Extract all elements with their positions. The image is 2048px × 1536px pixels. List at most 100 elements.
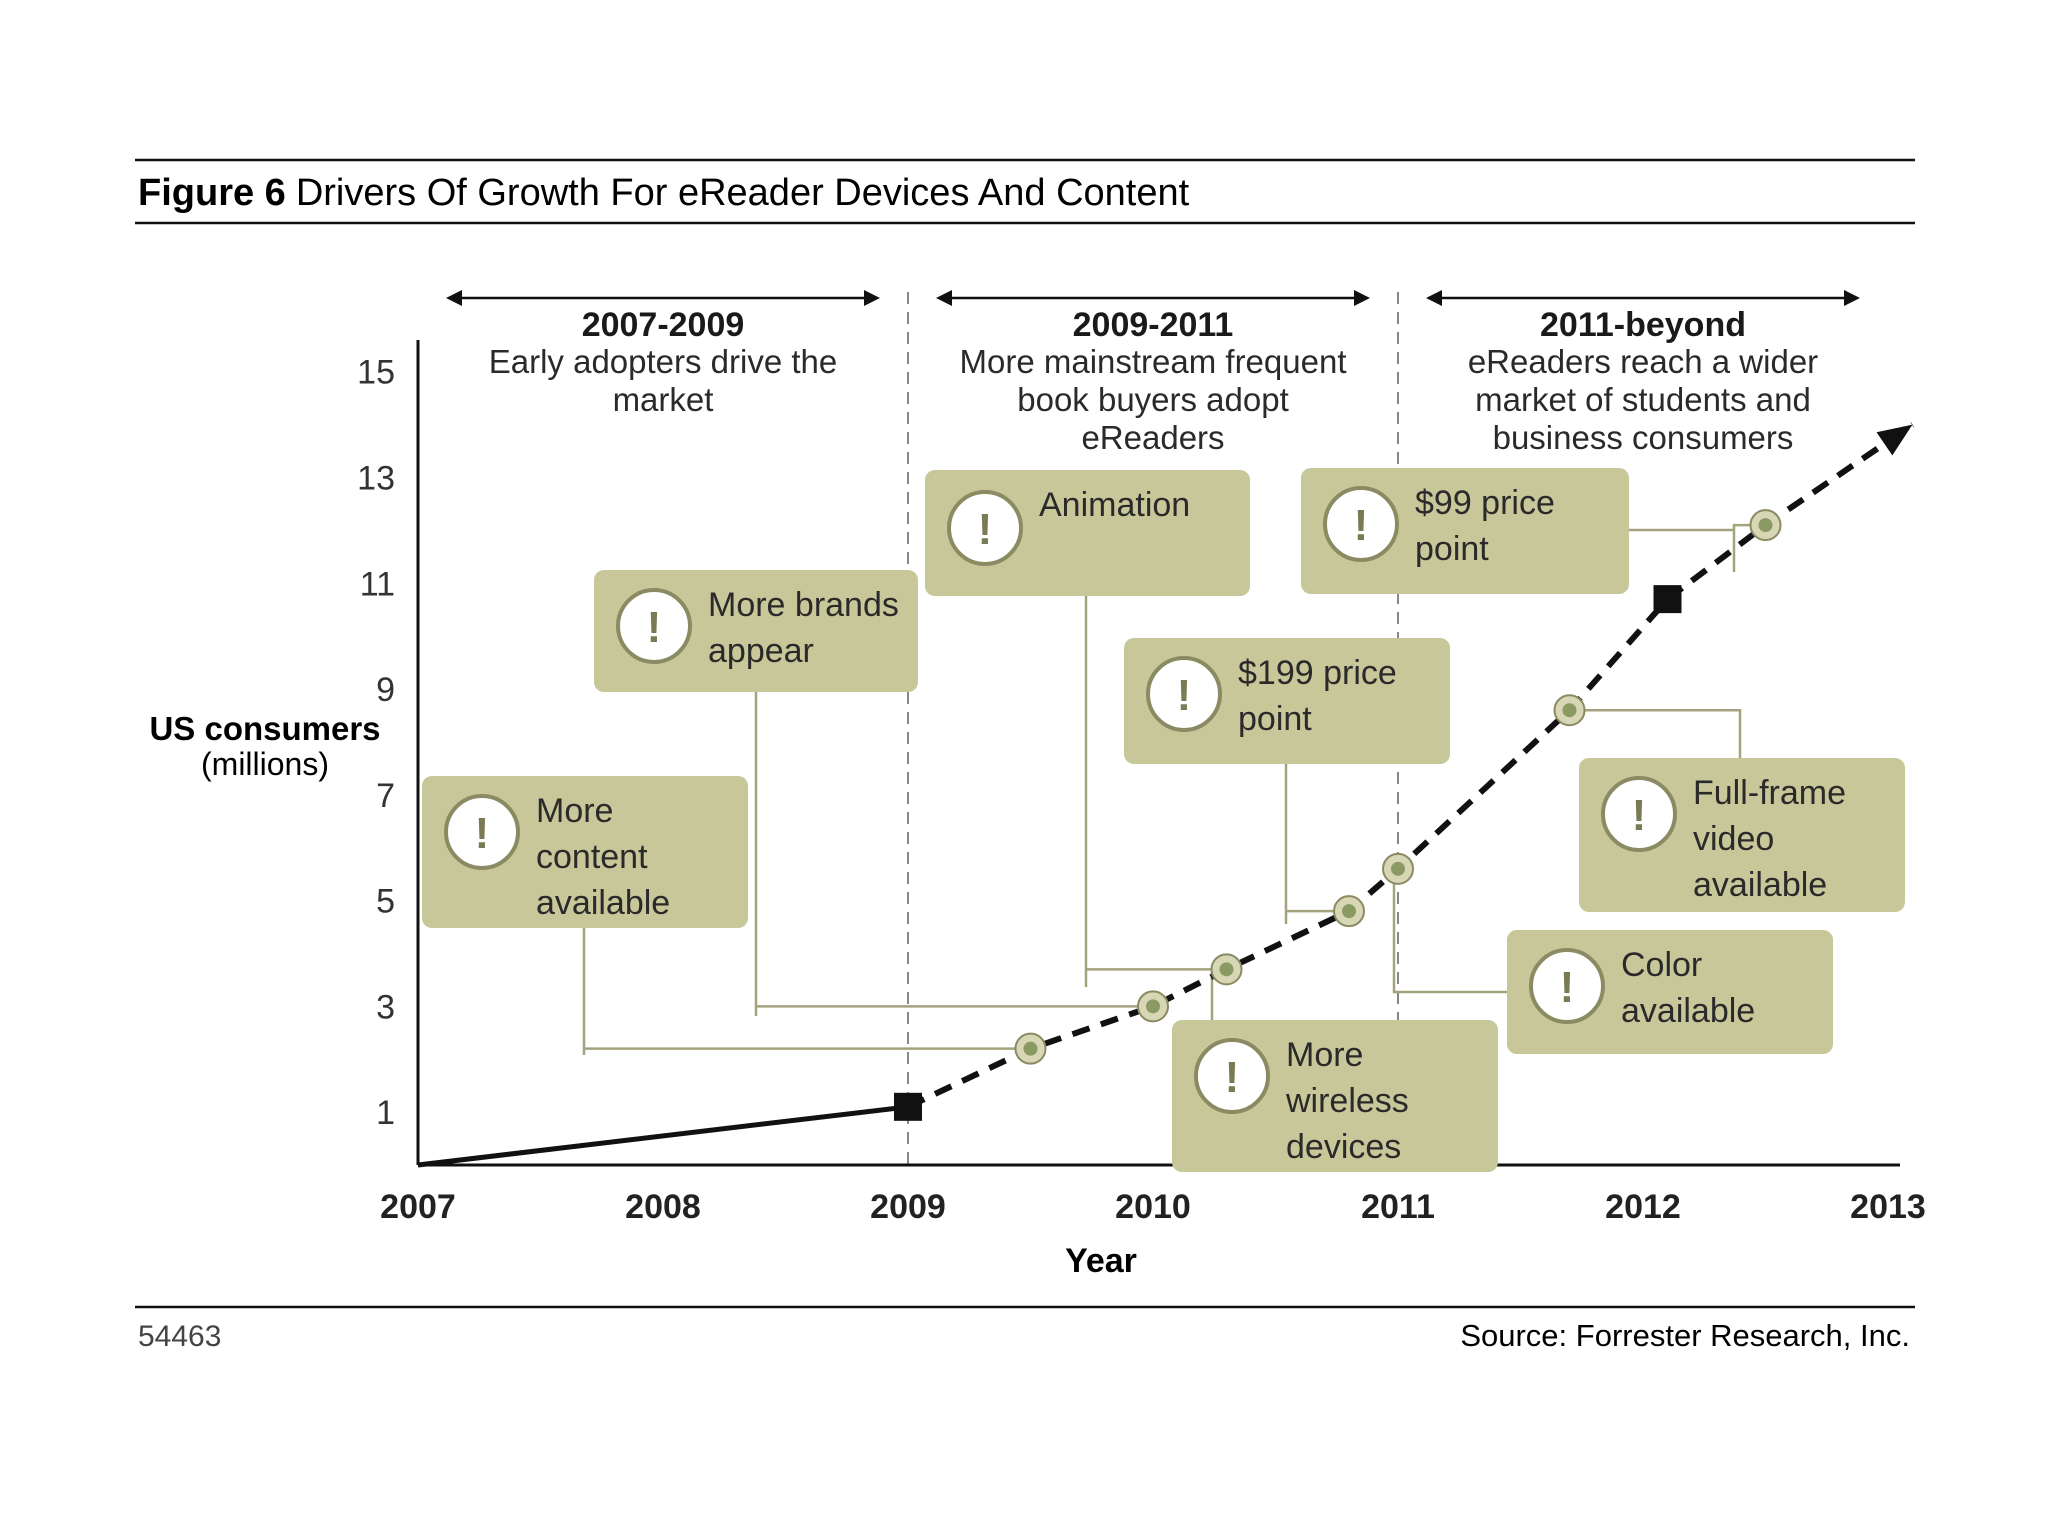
y-tick-label: 9 — [376, 671, 395, 709]
data-point-marker-core — [1023, 1041, 1038, 1056]
x-tick-label: 2009 — [870, 1188, 946, 1226]
figure-title-text: Drivers Of Growth For eReader Devices An… — [296, 172, 1190, 214]
annotation-label: available — [536, 884, 670, 922]
y-tick-label: 5 — [376, 883, 395, 921]
figure-label: Figure 6 — [138, 172, 286, 214]
figure-title: Figure 6 Drivers Of Growth For eReader De… — [138, 172, 1190, 214]
arrowhead-right-icon — [1844, 290, 1860, 306]
y-tick-label: 3 — [376, 988, 395, 1026]
data-point-marker-core — [1342, 904, 1356, 919]
annotation-label: available — [1621, 992, 1755, 1030]
source-note: Source: Forrester Research, Inc. — [1460, 1318, 1910, 1353]
exclamation-mark-icon: ! — [1225, 1053, 1240, 1102]
forecast-arrowhead-icon — [1876, 424, 1913, 456]
annotation-leader-line — [1569, 708, 1742, 758]
annotation-leader-line — [1284, 764, 1349, 924]
x-tick-label: 2011 — [1361, 1188, 1435, 1226]
data-point-marker-core — [1391, 861, 1405, 876]
y-tick-label: 13 — [357, 460, 395, 498]
annotation-label: Color — [1621, 946, 1702, 984]
period-description: business consumers — [1493, 419, 1794, 456]
data-point-marker-core — [1562, 703, 1577, 718]
y-tick-label: 11 — [360, 565, 395, 603]
x-tick-label: 2013 — [1850, 1188, 1926, 1226]
data-point-marker-core — [1219, 962, 1234, 977]
data-point-marker-core — [1146, 999, 1160, 1014]
x-axis-title: Year — [1065, 1242, 1137, 1280]
annotation-label: Animation — [1039, 486, 1190, 524]
y-tick-label: 15 — [357, 354, 395, 392]
exclamation-icon — [616, 588, 692, 664]
exclamation-mark-icon: ! — [978, 505, 993, 554]
arrowhead-left-icon — [936, 290, 952, 306]
series-markers — [894, 509, 1782, 1121]
arrowhead-right-icon — [864, 290, 880, 306]
exclamation-mark-icon: ! — [1560, 963, 1575, 1012]
annotation-callout: ! Full-frame video available — [1579, 758, 1905, 912]
period-years: 2009-2011 — [1073, 306, 1234, 344]
period-description: eReaders reach a wider — [1468, 343, 1818, 380]
annotation-label: point — [1238, 700, 1312, 738]
y-axis-title: US consumers — [149, 710, 380, 747]
period-description: Early adopters drive the — [489, 343, 838, 380]
period-description: market — [613, 381, 714, 418]
annotation-label: wireless — [1285, 1082, 1409, 1120]
annotation-label: $99 price — [1415, 484, 1555, 522]
annotation-boxes: ! More content available! More brands appear!… — [422, 468, 1905, 1172]
square-marker — [894, 1092, 922, 1121]
exclamation-icon — [1194, 1038, 1270, 1114]
annotation-callout: ! More brands appear — [594, 570, 918, 692]
annotation-label: available — [1693, 866, 1827, 904]
arrowhead-right-icon — [1354, 290, 1370, 306]
exclamation-icon — [947, 490, 1023, 566]
series-lines — [417, 422, 1915, 1168]
annotation-leader-line — [1084, 596, 1227, 987]
y-tick-label: 1 — [376, 1094, 395, 1132]
annotation-callout: ! $99 price point — [1301, 468, 1629, 594]
period-description: book buyers adopt — [1017, 381, 1289, 418]
annotation-label: devices — [1286, 1128, 1401, 1166]
annotation-label: video — [1693, 820, 1774, 858]
exclamation-icon — [444, 794, 520, 870]
annotation-leader-line — [1392, 867, 1507, 994]
annotation-label: More brands — [708, 586, 899, 624]
arrowhead-left-icon — [1426, 290, 1442, 306]
exclamation-mark-icon: ! — [475, 809, 490, 858]
annotation-label: content — [536, 838, 648, 876]
y-axis-units: (millions) — [201, 746, 329, 782]
annotation-callout: ! More wireless devices — [1172, 1020, 1498, 1172]
annotation-leader-line — [1629, 523, 1766, 572]
exclamation-mark-icon: ! — [1632, 791, 1647, 840]
exclamation-icon — [1323, 486, 1399, 562]
annotation-callout: ! More content available — [422, 776, 748, 928]
period-description: market of students and — [1475, 381, 1811, 418]
annotation-label: More — [1286, 1036, 1363, 1074]
x-tick-label: 2010 — [1115, 1188, 1191, 1226]
x-tick-label: 2008 — [625, 1188, 701, 1226]
annotation-leader-line — [582, 928, 1031, 1055]
period-description: More mainstream frequent — [960, 343, 1347, 380]
annotation-callout: ! $199 price point — [1124, 638, 1450, 764]
annotation-label: appear — [708, 632, 814, 670]
exclamation-icon — [1146, 656, 1222, 732]
figure-id-number: 54463 — [138, 1320, 221, 1353]
exclamation-mark-icon: ! — [647, 603, 662, 652]
x-tick-label: 2007 — [380, 1188, 456, 1226]
annotation-leader-line — [754, 692, 1153, 1016]
y-tick-label: 7 — [376, 777, 395, 815]
period-years: 2007-2009 — [582, 306, 745, 344]
annotation-callout: ! Animation — [925, 470, 1250, 596]
exclamation-icon — [1529, 948, 1605, 1024]
annotation-label: More — [536, 792, 613, 830]
exclamation-mark-icon: ! — [1354, 501, 1369, 550]
exclamation-mark-icon: ! — [1177, 671, 1192, 720]
arrowhead-left-icon — [446, 290, 462, 306]
period-description: eReaders — [1081, 419, 1224, 456]
period-dividers — [907, 292, 1399, 1165]
